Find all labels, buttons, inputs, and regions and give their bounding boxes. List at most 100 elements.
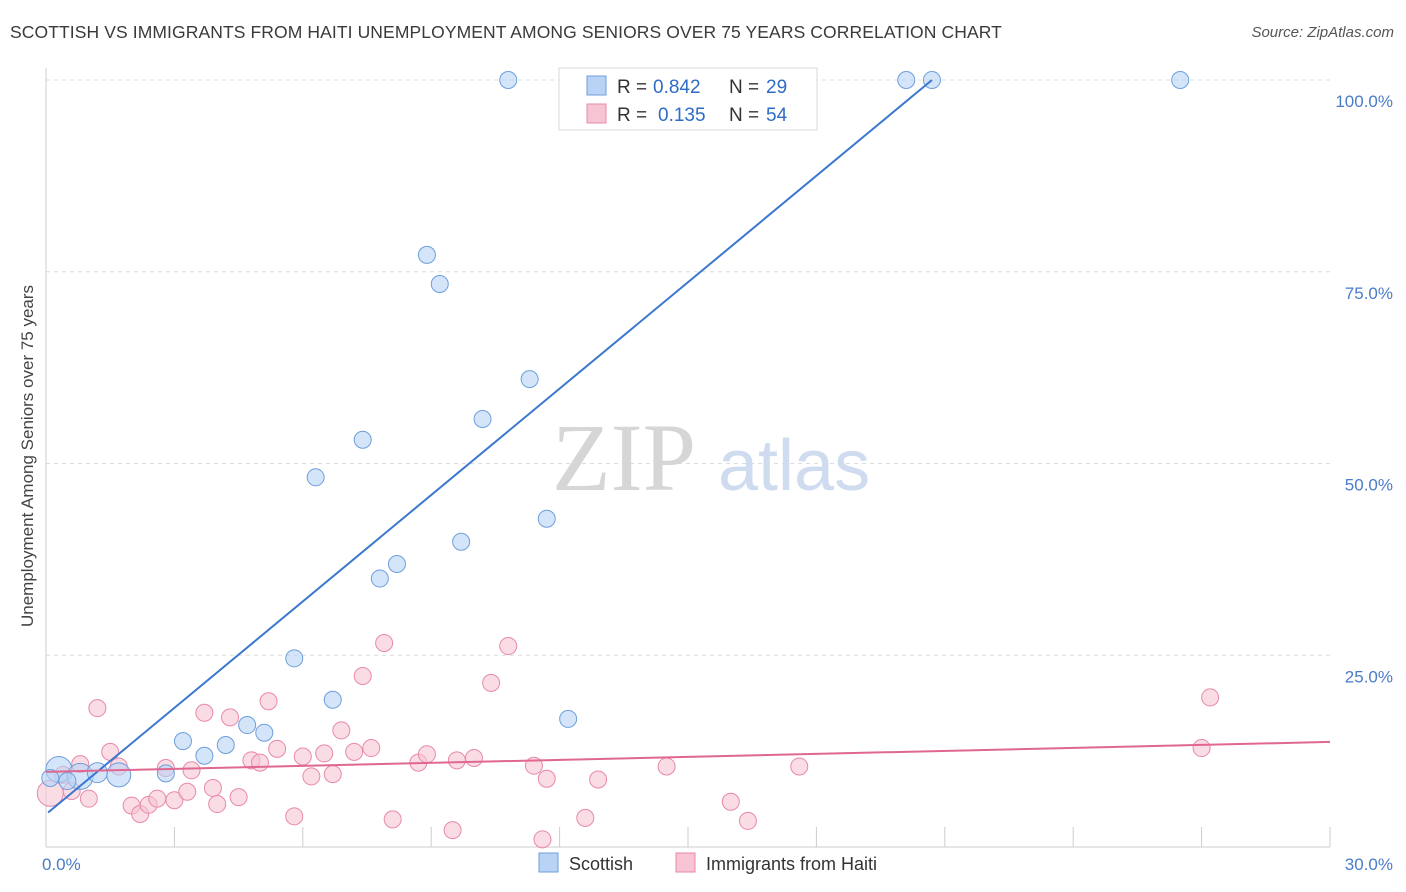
- point-scottish: [559, 709, 578, 728]
- point-haiti: [251, 753, 269, 772]
- y-tick-label: 75.0%: [1345, 284, 1393, 303]
- point-haiti: [657, 757, 676, 776]
- point-haiti: [293, 747, 312, 766]
- legend-n-value-haiti: 54: [766, 105, 788, 126]
- point-scottish: [473, 410, 492, 429]
- point-scottish: [353, 430, 372, 449]
- point-haiti: [285, 807, 304, 826]
- legend-top: R = 0.842 N = 29 R = 0.135 N = 54: [558, 67, 818, 131]
- legend-r-value-scottish: 0.842: [653, 77, 701, 98]
- legend-n-value-scottish: 29: [766, 77, 787, 98]
- chart-source: Source: ZipAtlas.com: [1251, 24, 1394, 41]
- point-haiti: [362, 739, 381, 758]
- point-haiti: [221, 708, 240, 727]
- point-haiti: [576, 808, 595, 827]
- legend-bottom-label-haiti: Immigrants from Haiti: [706, 854, 877, 874]
- point-haiti: [229, 788, 248, 807]
- point-haiti: [383, 810, 402, 829]
- point-scottish: [520, 370, 539, 389]
- legend-bottom: Scottish Immigrants from Haiti: [538, 852, 877, 874]
- trend-line-haiti: [45, 740, 1331, 773]
- grid-layer: [46, 79, 1330, 656]
- x-tick-label: 30.0%: [1345, 855, 1393, 874]
- watermark-atlas: atlas: [718, 426, 870, 506]
- point-haiti: [589, 770, 608, 789]
- legend-bottom-swatch-haiti: [675, 852, 696, 873]
- point-scottish: [323, 690, 342, 709]
- point-haiti: [465, 749, 483, 768]
- trend-line-scottish: [47, 79, 933, 814]
- watermark: ZIP atlas: [552, 404, 870, 511]
- point-scottish: [41, 768, 60, 787]
- legend-bottom-swatch-scottish: [538, 852, 559, 873]
- point-scottish: [255, 723, 274, 742]
- point-scottish: [1171, 71, 1190, 89]
- point-haiti: [315, 744, 334, 763]
- legend-r-value-haiti: 0.135: [658, 105, 706, 126]
- point-scottish: [452, 532, 471, 551]
- point-scottish: [430, 275, 449, 294]
- point-scottish: [216, 735, 235, 754]
- legend-swatch-scottish: [586, 75, 607, 96]
- point-scottish: [238, 716, 257, 735]
- point-haiti: [375, 633, 394, 652]
- legend-bottom-label-scottish: Scottish: [569, 854, 633, 874]
- point-scottish: [195, 746, 214, 765]
- point-scottish: [285, 649, 304, 668]
- point-haiti: [165, 791, 184, 810]
- point-scottish: [58, 772, 77, 791]
- point-haiti: [482, 673, 501, 692]
- points-layer: [36, 71, 1220, 849]
- point-haiti: [302, 767, 321, 786]
- point-haiti: [182, 761, 201, 780]
- legend-r-label-haiti: R =: [617, 105, 647, 126]
- chart-title: SCOTTISH VS IMMIGRANTS FROM HAITI UNEMPL…: [10, 22, 1002, 42]
- point-haiti: [148, 789, 167, 808]
- point-haiti: [1192, 739, 1211, 758]
- point-scottish: [370, 569, 389, 588]
- point-haiti: [268, 739, 287, 758]
- point-scottish: [173, 732, 192, 751]
- point-haiti: [721, 792, 740, 811]
- point-haiti: [417, 745, 436, 764]
- point-haiti: [203, 778, 222, 797]
- y-tick-label: 100.0%: [1335, 92, 1393, 111]
- point-haiti: [332, 721, 351, 740]
- point-haiti: [499, 637, 518, 656]
- point-haiti: [208, 795, 227, 814]
- point-scottish: [106, 762, 132, 788]
- point-haiti: [1201, 688, 1220, 707]
- trend-layer: [45, 79, 1331, 814]
- point-scottish: [387, 554, 406, 573]
- x-tick-label: 0.0%: [42, 855, 81, 874]
- y-tick-label: 50.0%: [1345, 476, 1393, 495]
- point-haiti: [79, 789, 98, 808]
- y-axis-label: Unemployment Among Seniors over 75 years: [18, 285, 37, 627]
- point-haiti: [323, 765, 342, 784]
- point-scottish: [499, 71, 518, 89]
- point-haiti: [101, 742, 120, 761]
- y-tick-label: 25.0%: [1345, 667, 1393, 686]
- point-haiti: [533, 830, 552, 849]
- point-haiti: [738, 811, 757, 830]
- point-scottish: [537, 509, 556, 528]
- watermark-zip: ZIP: [552, 404, 696, 511]
- point-scottish: [897, 71, 916, 89]
- point-haiti: [790, 757, 809, 776]
- point-haiti: [537, 769, 556, 788]
- point-scottish: [156, 764, 175, 783]
- point-scottish: [306, 468, 325, 487]
- legend-n-label-scottish: N =: [729, 77, 759, 98]
- axis-layer: 25.0% 50.0% 75.0% 100.0% 0.0% 30.0%: [42, 68, 1393, 874]
- point-haiti: [259, 692, 278, 711]
- legend-r-label-scottish: R =: [617, 77, 647, 98]
- point-scottish: [417, 245, 436, 264]
- point-haiti: [178, 782, 197, 801]
- point-haiti: [447, 751, 466, 770]
- point-haiti: [195, 703, 214, 722]
- point-haiti: [353, 666, 372, 685]
- point-haiti: [345, 742, 364, 761]
- legend-swatch-haiti: [586, 103, 607, 124]
- point-haiti: [443, 821, 462, 840]
